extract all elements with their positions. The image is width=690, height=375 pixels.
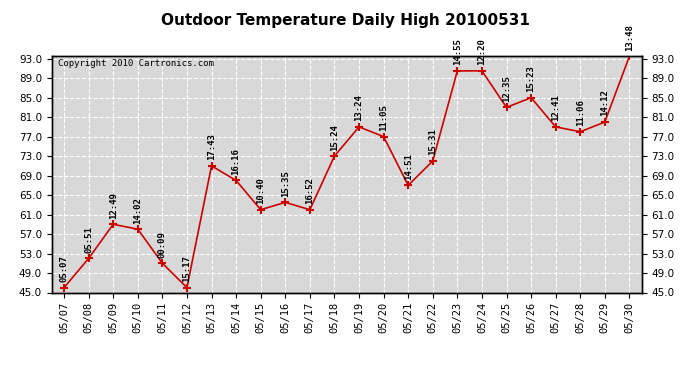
Text: 12:20: 12:20	[477, 38, 486, 65]
Text: 12:35: 12:35	[502, 75, 511, 102]
Text: 13:24: 13:24	[355, 94, 364, 122]
Text: 12:49: 12:49	[109, 192, 118, 219]
Text: Outdoor Temperature Daily High 20100531: Outdoor Temperature Daily High 20100531	[161, 13, 529, 28]
Text: 14:55: 14:55	[453, 38, 462, 65]
Text: 16:16: 16:16	[232, 148, 241, 175]
Text: 05:07: 05:07	[59, 255, 68, 282]
Text: 17:43: 17:43	[207, 134, 216, 160]
Text: 12:41: 12:41	[551, 94, 560, 122]
Text: 14:51: 14:51	[404, 153, 413, 180]
Text: 13:48: 13:48	[625, 24, 634, 51]
Text: 16:52: 16:52	[306, 177, 315, 204]
Text: 14:12: 14:12	[600, 90, 609, 117]
Text: 15:35: 15:35	[281, 170, 290, 197]
Text: 05:51: 05:51	[84, 226, 93, 253]
Text: 15:17: 15:17	[182, 255, 191, 282]
Text: 15:24: 15:24	[330, 124, 339, 150]
Text: Copyright 2010 Cartronics.com: Copyright 2010 Cartronics.com	[58, 58, 213, 68]
Text: 11:05: 11:05	[379, 104, 388, 131]
Text: 11:06: 11:06	[575, 99, 584, 126]
Text: 10:40: 10:40	[256, 177, 265, 204]
Text: 15:31: 15:31	[428, 129, 437, 155]
Text: 14:02: 14:02	[133, 197, 142, 223]
Text: 15:23: 15:23	[526, 65, 535, 92]
Text: 00:09: 00:09	[158, 231, 167, 258]
